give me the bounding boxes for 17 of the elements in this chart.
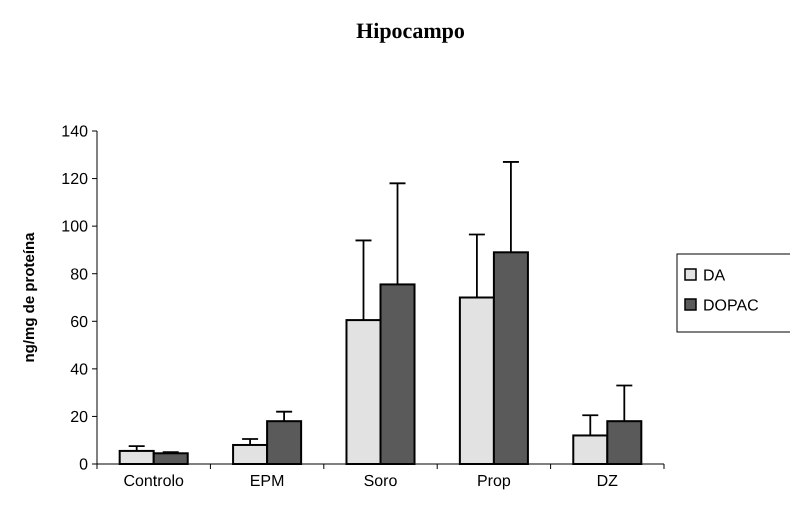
legend-label: DA [703,268,726,285]
y-tick-label: 120 [61,171,88,188]
y-tick-label: 0 [79,456,88,474]
legend-label: DOPAC [703,298,759,315]
x-tick-label: Prop [477,473,511,490]
y-axis-title: ng/mg de proteína [21,232,38,363]
y-tick-label: 80 [70,266,88,284]
x-tick-label: Soro [364,473,398,490]
y-tick-label: 60 [70,314,88,331]
y-tick-label: 140 [61,124,88,141]
y-tick-label: 40 [70,361,88,378]
x-tick-label: DZ [596,473,618,490]
x-tick-label: EPM [250,473,284,490]
y-tick-label: 20 [70,409,88,426]
x-tick-label: Controlo [123,473,184,490]
chart-title: Hipocampo [356,18,465,43]
y-tick-label: 100 [61,218,88,236]
